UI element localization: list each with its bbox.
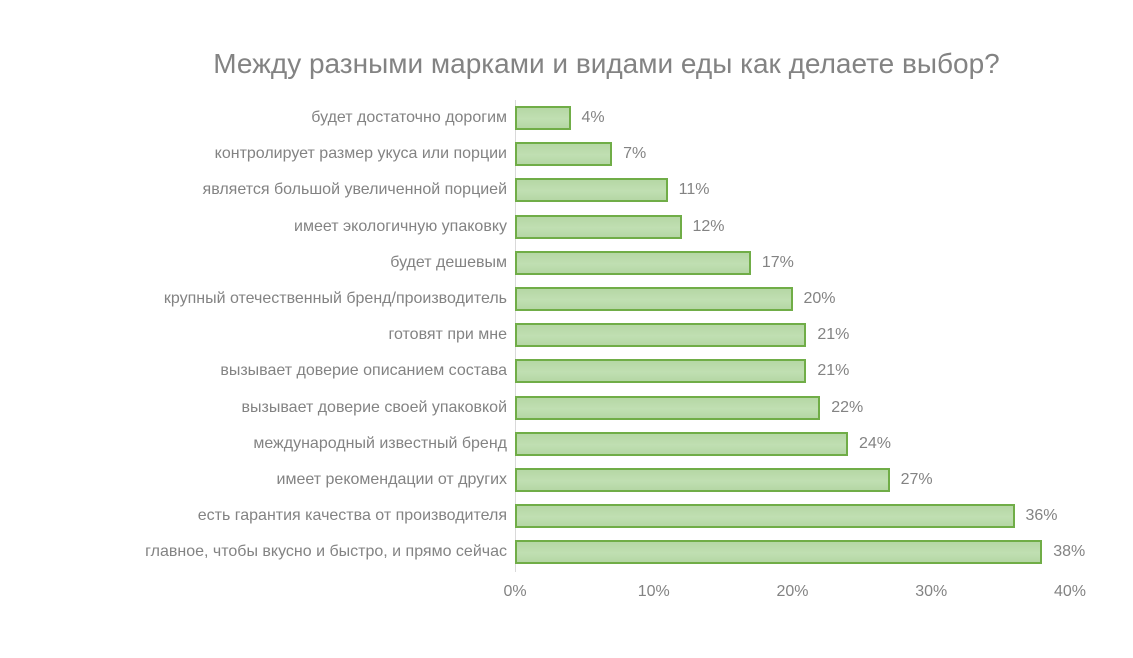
value-label: 11% (678, 181, 710, 199)
bar-rows: будет достаточно дорогим 4% контролирует р… (40, 100, 1085, 570)
bar-row: является большой увеличенной порцией 11% (40, 172, 1070, 208)
value-label: 22% (831, 398, 864, 416)
bar (515, 178, 668, 203)
x-tick-label: 20% (776, 583, 809, 600)
bar-track: 7% (515, 142, 1070, 167)
value-label: 38% (1053, 543, 1086, 561)
bar-row: имеет экологичную упаковку 12% (40, 209, 1070, 245)
bar-row: будет дешевым 17% (40, 245, 1070, 281)
bar-track: 21% (515, 323, 1070, 348)
value-label: 7% (623, 145, 647, 163)
value-label: 21% (817, 326, 850, 344)
category-label: есть гарантия качества от производителя (197, 507, 507, 525)
category-label: будет дешевым (390, 253, 507, 271)
bar-track: 22% (515, 395, 1070, 420)
x-tick-label: 40% (1053, 583, 1087, 600)
x-tick-label: 30% (915, 583, 948, 600)
x-tick-label: 10% (637, 583, 670, 600)
bar (515, 359, 807, 384)
bar-row: главное, чтобы вкусно и быстро, и прямо … (40, 534, 1085, 570)
chart-title: Между разными марками и видами еды как д… (213, 48, 1000, 79)
bar-row: международный известный бренд 24% (40, 426, 1070, 462)
bar-row: имеет рекомендации от других 27% (40, 462, 1070, 498)
bar (515, 106, 571, 131)
category-label: контролирует размер укуса или порции (214, 145, 507, 163)
bar-track: 38% (515, 540, 1085, 565)
bar (515, 250, 751, 275)
bar-row: вызывает доверие своей упаковкой 22% (40, 390, 1070, 426)
value-label: 27% (900, 470, 933, 488)
bar-track: 17% (515, 250, 1070, 275)
bar-track: 11% (515, 178, 1070, 203)
bar (515, 431, 848, 456)
bar-track: 36% (515, 504, 1070, 529)
bar-row: вызывает доверие описанием состава 21% (40, 353, 1070, 389)
category-label: вызывает доверие описанием состава (220, 362, 507, 380)
category-label: имеет экологичную упаковку (294, 217, 507, 235)
bar (515, 467, 890, 492)
bar (515, 395, 821, 420)
value-label: 21% (817, 362, 850, 380)
category-label: будет достаточно дорогим (311, 109, 507, 127)
value-label: 36% (1025, 507, 1058, 525)
category-label: готовят при мне (388, 326, 507, 344)
x-axis: 0% 10% 20% 30% 40% (503, 583, 1086, 603)
category-label: крупный отечественный бренд/производител… (163, 290, 507, 308)
bar-track: 12% (515, 214, 1070, 239)
value-label: 12% (692, 217, 725, 235)
value-label: 20% (803, 290, 836, 308)
bar-row: крупный отечественный бренд/производител… (40, 281, 1070, 317)
bar-track: 4% (515, 106, 1070, 131)
value-label: 17% (761, 253, 794, 271)
bar (515, 142, 613, 167)
bar-track: 24% (515, 431, 1070, 456)
category-label: является большой увеличенной порцией (202, 181, 507, 199)
category-label: международный известный бренд (253, 434, 507, 452)
x-tick-label: 0% (503, 583, 527, 600)
bar-row: готовят при мне 21% (40, 317, 1070, 353)
category-label: вызывает доверие своей упаковкой (241, 398, 507, 416)
bar-track: 20% (515, 287, 1070, 312)
bar (515, 540, 1043, 565)
bar (515, 323, 807, 348)
category-label: имеет рекомендации от других (276, 470, 507, 488)
category-label: главное, чтобы вкусно и быстро, и прямо … (145, 543, 507, 561)
bar-track: 21% (515, 359, 1070, 384)
bar-track: 27% (515, 467, 1070, 492)
bar-row: контролирует размер укуса или порции 7% (40, 136, 1070, 172)
value-label: 4% (581, 109, 605, 127)
value-label: 24% (859, 434, 892, 452)
bar-row: будет достаточно дорогим 4% (40, 100, 1070, 136)
bar (515, 287, 793, 312)
bar-row: есть гарантия качества от производителя 3… (40, 498, 1070, 534)
bar (515, 504, 1015, 529)
bar (515, 214, 682, 239)
